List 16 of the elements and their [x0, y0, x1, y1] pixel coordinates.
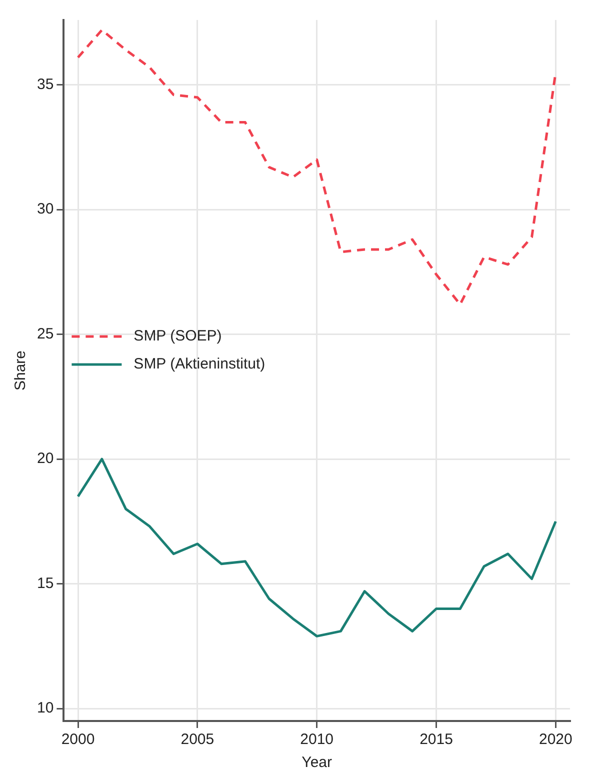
x-tick-label: 2000: [61, 731, 95, 748]
y-tick-label: 35: [36, 76, 54, 93]
legend-label: SMP (SOEP): [134, 328, 222, 345]
line-series: [76, 28, 557, 306]
x-tick-label: 2010: [300, 731, 334, 748]
x-axis-title: Year: [302, 754, 332, 772]
legend-label: SMP (Aktieninstitut): [134, 356, 266, 373]
y-axis-title: Share: [12, 350, 30, 391]
y-tick-label: 10: [36, 700, 54, 717]
x-tick-label: 2005: [180, 731, 214, 748]
y-tick-label: 15: [36, 574, 54, 592]
x-tick-label: 2020: [538, 731, 572, 748]
y-tick-label: 25: [36, 325, 54, 342]
x-tick-label: 2015: [420, 731, 453, 748]
y-tick-label: 20: [36, 450, 54, 468]
y-tick-label: 30: [36, 200, 54, 218]
